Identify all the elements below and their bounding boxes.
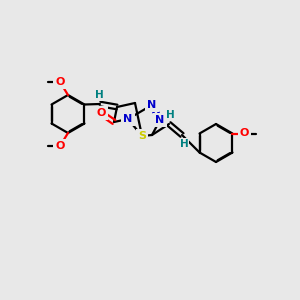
Text: O: O <box>55 77 65 87</box>
Text: O: O <box>96 108 106 118</box>
Text: N: N <box>123 114 133 124</box>
Text: H: H <box>166 110 174 120</box>
Text: S: S <box>138 131 146 141</box>
Text: H: H <box>180 139 188 149</box>
Text: H: H <box>94 90 103 100</box>
Text: N: N <box>147 100 157 110</box>
Text: O: O <box>240 128 249 139</box>
Text: N: N <box>155 115 165 125</box>
Text: O: O <box>55 141 65 151</box>
